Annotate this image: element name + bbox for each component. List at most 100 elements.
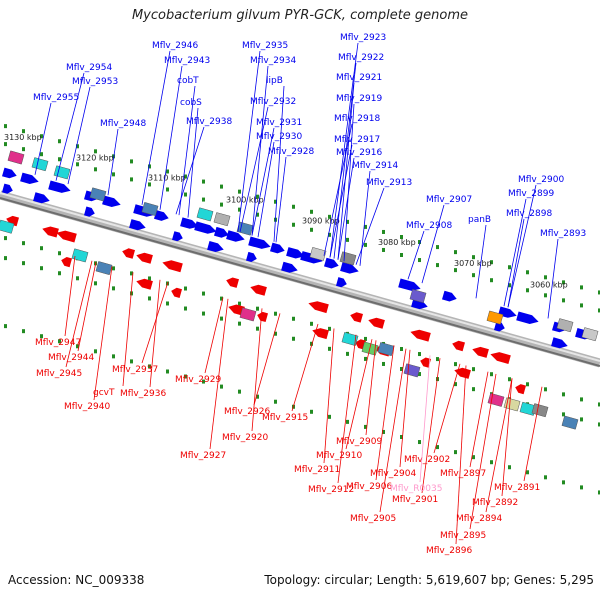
tick-mark xyxy=(148,276,151,281)
tick-mark xyxy=(562,480,565,485)
plus-strand-gene xyxy=(442,290,457,302)
gene-leader-bottom xyxy=(291,323,319,412)
tick-mark xyxy=(364,356,367,361)
tick-mark xyxy=(166,369,169,374)
tick-mark xyxy=(436,263,439,268)
minus-strand-gene xyxy=(490,352,511,364)
gene-leader-top xyxy=(507,184,537,308)
tick-mark xyxy=(418,352,421,357)
tick-mark xyxy=(580,397,583,402)
gene-leader-top xyxy=(273,85,285,242)
gene-label-bottom: Mflv_2902 xyxy=(404,455,450,465)
tick-mark xyxy=(256,306,259,311)
tick-mark xyxy=(526,270,529,275)
tick-mark xyxy=(112,286,115,291)
plus-strand-gene xyxy=(248,236,271,249)
tick-mark xyxy=(580,417,583,422)
tick-mark xyxy=(4,236,7,241)
minus-strand-gene xyxy=(250,284,267,296)
gene-leader-bottom xyxy=(469,371,489,468)
tick-mark xyxy=(562,280,565,285)
tick-mark xyxy=(490,372,493,377)
tick-mark xyxy=(292,316,295,321)
gene-label-bottom: Mflv_2892 xyxy=(472,498,518,508)
minus-strand-gene xyxy=(454,367,471,379)
gene-leader-bottom xyxy=(501,378,513,497)
tick-mark xyxy=(238,207,241,212)
feature-box xyxy=(71,248,89,263)
tick-mark xyxy=(598,422,600,427)
plus-strand-gene xyxy=(551,337,568,349)
tick-mark xyxy=(184,286,187,291)
tick-mark xyxy=(328,326,331,331)
scale-label: 3130 kbp xyxy=(4,133,42,142)
gene-label-bottom: Mflv_R0035 xyxy=(390,484,442,494)
gene-label-top: Mflv_2953 xyxy=(72,77,118,87)
tick-mark xyxy=(310,409,313,414)
tick-mark xyxy=(40,152,43,157)
plus-strand-gene xyxy=(494,321,505,332)
gene-label-top: Mflv_2899 xyxy=(508,189,554,199)
gene-label-top: Mflv_2955 xyxy=(33,93,79,103)
tick-mark xyxy=(454,450,457,455)
tick-mark xyxy=(562,392,565,397)
scale-label: 3100 kbp xyxy=(226,195,264,204)
gene-label-top: Mflv_2914 xyxy=(352,161,398,171)
feature-box xyxy=(339,251,357,266)
tick-mark xyxy=(562,412,565,417)
tick-mark xyxy=(292,204,295,209)
tick-mark xyxy=(436,357,439,362)
gene-label-top: Mflv_2932 xyxy=(250,97,296,107)
feature-box xyxy=(377,342,395,357)
plus-strand-gene xyxy=(102,195,121,207)
gene-label-bottom: Mflv_2906 xyxy=(346,482,392,492)
plus-strand-gene xyxy=(398,278,421,291)
minus-strand-gene xyxy=(226,277,239,288)
minus-strand-gene xyxy=(452,340,465,352)
tick-mark xyxy=(328,414,331,419)
gene-label-bottom: Mflv_2927 xyxy=(180,451,226,461)
gene-label-bottom: Mflv_2945 xyxy=(36,369,82,379)
gene-label-top: Mflv_2913 xyxy=(366,178,412,188)
tick-mark xyxy=(310,227,313,232)
gene-leader-bottom xyxy=(379,348,407,513)
gene-leader-top xyxy=(337,157,355,260)
gene-leader-top xyxy=(141,50,171,205)
tick-mark xyxy=(472,367,475,372)
tick-mark xyxy=(256,394,259,399)
gene-leader-bottom xyxy=(421,358,441,494)
tick-mark xyxy=(94,167,97,172)
plus-strand-gene xyxy=(84,206,95,217)
gene-label-bottom: Mflv_2920 xyxy=(222,433,268,443)
tick-mark xyxy=(4,142,7,147)
gene-label-top: Mflv_2900 xyxy=(518,175,564,185)
tick-mark xyxy=(238,389,241,394)
tick-mark xyxy=(40,246,43,251)
tick-mark xyxy=(364,336,367,341)
gene-label-top: Mflv_2946 xyxy=(152,41,198,51)
gene-label-bottom: Mflv_2926 xyxy=(224,407,270,417)
gene-label-top: Mflv_2935 xyxy=(242,41,288,51)
tick-mark xyxy=(364,224,367,229)
gene-label-top: cobS xyxy=(180,98,202,108)
tick-mark xyxy=(580,485,583,490)
tick-mark xyxy=(112,266,115,271)
minus-strand-gene xyxy=(312,328,329,340)
gene-leader-bottom xyxy=(323,328,335,464)
gene-leader-top xyxy=(333,62,357,259)
tick-mark xyxy=(202,379,205,384)
tick-mark xyxy=(598,290,600,295)
tick-mark xyxy=(94,149,97,154)
gene-leader-bottom xyxy=(433,363,461,454)
tick-mark xyxy=(130,271,133,276)
gene-leader-bottom xyxy=(77,261,97,352)
gene-label-bottom: gcvT xyxy=(93,388,115,398)
tick-mark xyxy=(292,336,295,341)
gene-leader-bottom xyxy=(419,355,431,483)
tick-mark xyxy=(436,445,439,450)
minus-strand-gene xyxy=(410,329,431,342)
tick-mark xyxy=(166,187,169,192)
feature-box xyxy=(7,150,25,165)
feature-box xyxy=(561,415,579,430)
tick-mark xyxy=(220,202,223,207)
